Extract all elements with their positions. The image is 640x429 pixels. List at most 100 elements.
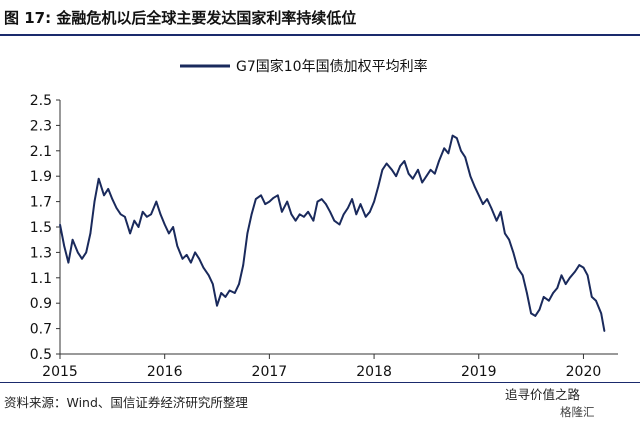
data-point xyxy=(194,251,196,254)
x-tick-label: 2016 xyxy=(147,364,183,379)
data-point xyxy=(530,312,532,315)
data-point xyxy=(564,283,567,285)
data-point xyxy=(508,238,510,241)
data-point xyxy=(71,238,74,241)
data-point xyxy=(97,177,100,180)
data-point xyxy=(115,207,118,209)
data-point xyxy=(207,274,210,277)
watermark-sub-text: 格隆汇 xyxy=(560,405,595,419)
data-point xyxy=(198,258,200,260)
data-point xyxy=(224,296,227,298)
data-point xyxy=(159,213,162,216)
data-point xyxy=(290,213,293,216)
data-point xyxy=(107,188,109,190)
data-point xyxy=(307,211,309,213)
data-point xyxy=(582,266,585,269)
data-point xyxy=(181,258,184,260)
y-tick-label: 1.3 xyxy=(30,245,52,261)
y-tick-label: 2.1 xyxy=(30,144,52,160)
data-point xyxy=(364,216,367,218)
y-tick-label: 1.5 xyxy=(30,220,52,236)
chart-area: 2.5 2.3 2.1 1.9 1.7 1.5 1.3 1.1 0.9 0.7 0.5 2015 201… xyxy=(0,36,640,380)
x-tick-label: 2020 xyxy=(566,364,602,379)
data-point xyxy=(333,219,336,222)
data-point xyxy=(190,261,192,264)
data-point xyxy=(137,226,140,228)
data-point xyxy=(155,200,158,203)
data-point xyxy=(552,292,554,294)
watermark-text: 追寻价值之路 xyxy=(505,387,581,402)
y-tick-label: 1.7 xyxy=(30,195,52,211)
data-point xyxy=(250,213,253,216)
data-point xyxy=(478,194,480,197)
data-point xyxy=(385,162,388,165)
data-point xyxy=(395,175,397,177)
data-point xyxy=(242,264,244,266)
data-point xyxy=(85,251,87,254)
y-tick-label: 0.5 xyxy=(30,347,52,363)
data-point xyxy=(381,169,384,171)
data-point xyxy=(469,175,472,177)
data-point xyxy=(603,330,606,332)
data-point xyxy=(264,203,267,205)
figure-title-bar: 图 17: 金融危机以后全球主要发达国家利率持续低位 xyxy=(0,0,640,36)
data-point xyxy=(303,216,305,218)
data-point xyxy=(412,177,414,180)
data-point xyxy=(220,292,222,294)
data-point xyxy=(512,251,515,254)
data-point xyxy=(425,175,428,177)
data-point xyxy=(268,200,271,203)
data-point xyxy=(569,277,571,279)
data-point xyxy=(325,203,327,205)
data-point xyxy=(417,169,419,171)
data-point xyxy=(407,172,410,175)
y-tick-label: 2.5 xyxy=(30,93,52,109)
data-point xyxy=(342,213,345,216)
data-point xyxy=(185,254,188,256)
data-point xyxy=(146,216,148,218)
data-point xyxy=(482,203,484,205)
data-point xyxy=(93,200,96,203)
data-point xyxy=(277,194,279,197)
data-point xyxy=(595,299,597,302)
data-point xyxy=(294,219,297,222)
data-point xyxy=(129,232,131,235)
data-point xyxy=(111,198,114,200)
data-point xyxy=(163,223,166,226)
data-point xyxy=(495,219,498,222)
data-point xyxy=(359,203,362,205)
data-point xyxy=(421,181,424,184)
data-point xyxy=(516,266,519,269)
data-point xyxy=(329,211,331,213)
data-point xyxy=(373,200,375,203)
data-point xyxy=(443,147,446,150)
figure-title: 图 17: 金融危机以后全球主要发达国家利率持续低位 xyxy=(4,9,357,27)
data-point xyxy=(320,198,323,200)
data-point xyxy=(403,160,406,162)
data-point xyxy=(447,152,450,155)
data-point xyxy=(586,274,589,277)
x-tick-label: 2017 xyxy=(252,364,288,379)
data-point xyxy=(355,213,358,216)
y-tick-label: 0.7 xyxy=(30,322,52,338)
data-point xyxy=(63,245,65,247)
data-point xyxy=(77,251,79,254)
data-point xyxy=(103,194,105,197)
data-point xyxy=(429,169,432,171)
data-point xyxy=(499,211,502,213)
data-point xyxy=(59,223,61,226)
data-point xyxy=(168,232,170,235)
data-point xyxy=(228,289,231,292)
data-point xyxy=(486,198,488,200)
data-point xyxy=(298,213,301,216)
data-point xyxy=(238,283,240,285)
legend-label: G7国家10年国债加权平均利率 xyxy=(236,58,428,75)
data-point xyxy=(526,292,528,294)
x-tick-label: 2015 xyxy=(42,364,78,379)
data-point xyxy=(473,185,476,188)
data-point xyxy=(369,211,371,213)
data-point xyxy=(542,296,545,298)
data-point xyxy=(591,296,593,298)
data-point xyxy=(556,287,559,289)
